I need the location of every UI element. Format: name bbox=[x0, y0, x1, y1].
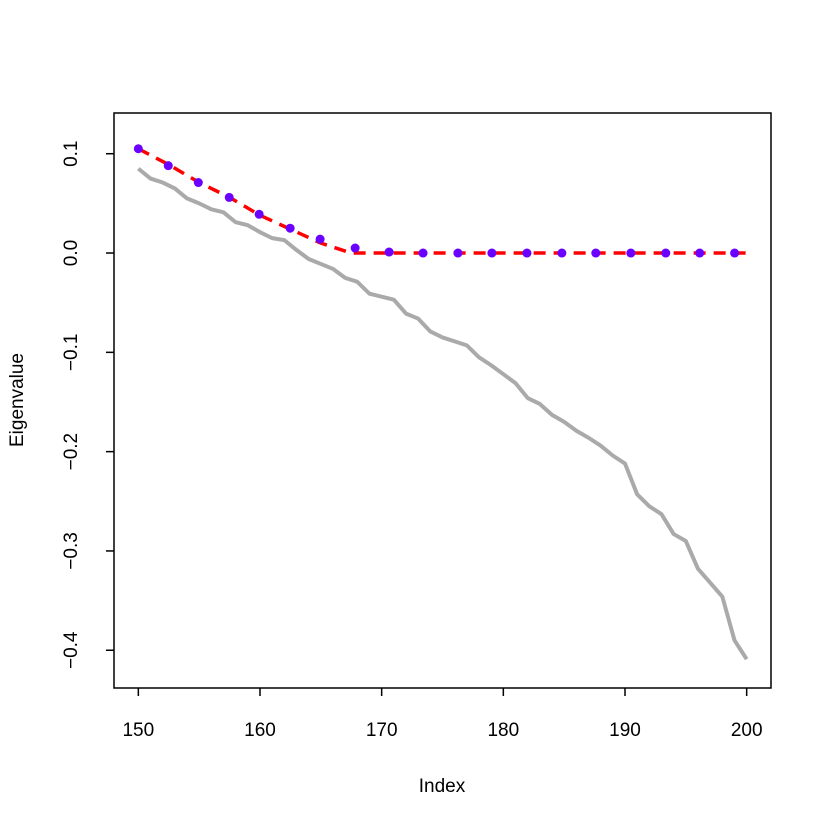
point bbox=[661, 248, 671, 258]
x-tick-label: 160 bbox=[244, 720, 276, 741]
point bbox=[591, 248, 601, 258]
point bbox=[418, 248, 428, 258]
plot-box bbox=[113, 112, 772, 689]
point bbox=[163, 161, 173, 171]
x-tick-label: 200 bbox=[731, 720, 763, 741]
point bbox=[315, 234, 325, 244]
point bbox=[730, 248, 740, 258]
point bbox=[254, 209, 264, 219]
point bbox=[384, 247, 394, 257]
series-line bbox=[137, 147, 747, 255]
x-axis-label: Index bbox=[419, 776, 466, 797]
y-tick-label: 0.1 bbox=[61, 141, 82, 167]
x-tick-label: 180 bbox=[487, 720, 519, 741]
y-axis-label: Eigenvalue bbox=[7, 353, 28, 447]
y-tick-label: −0.1 bbox=[61, 334, 82, 372]
point bbox=[626, 248, 636, 258]
y-tick-label: 0.0 bbox=[61, 240, 82, 266]
x-tick-label: 150 bbox=[122, 720, 154, 741]
series-line bbox=[137, 167, 749, 661]
x-tick-label: 170 bbox=[366, 720, 398, 741]
point bbox=[224, 192, 234, 202]
point bbox=[487, 248, 497, 258]
x-tick-label: 190 bbox=[609, 720, 641, 741]
y-tick-label: −0.2 bbox=[61, 433, 82, 471]
point bbox=[522, 248, 532, 258]
point bbox=[285, 223, 295, 233]
point bbox=[557, 248, 567, 258]
point bbox=[350, 243, 360, 253]
point bbox=[193, 178, 203, 188]
y-tick-label: −0.4 bbox=[61, 631, 82, 669]
point bbox=[133, 144, 143, 154]
y-tick-label: −0.3 bbox=[61, 532, 82, 570]
point bbox=[695, 248, 705, 258]
point bbox=[453, 248, 463, 258]
